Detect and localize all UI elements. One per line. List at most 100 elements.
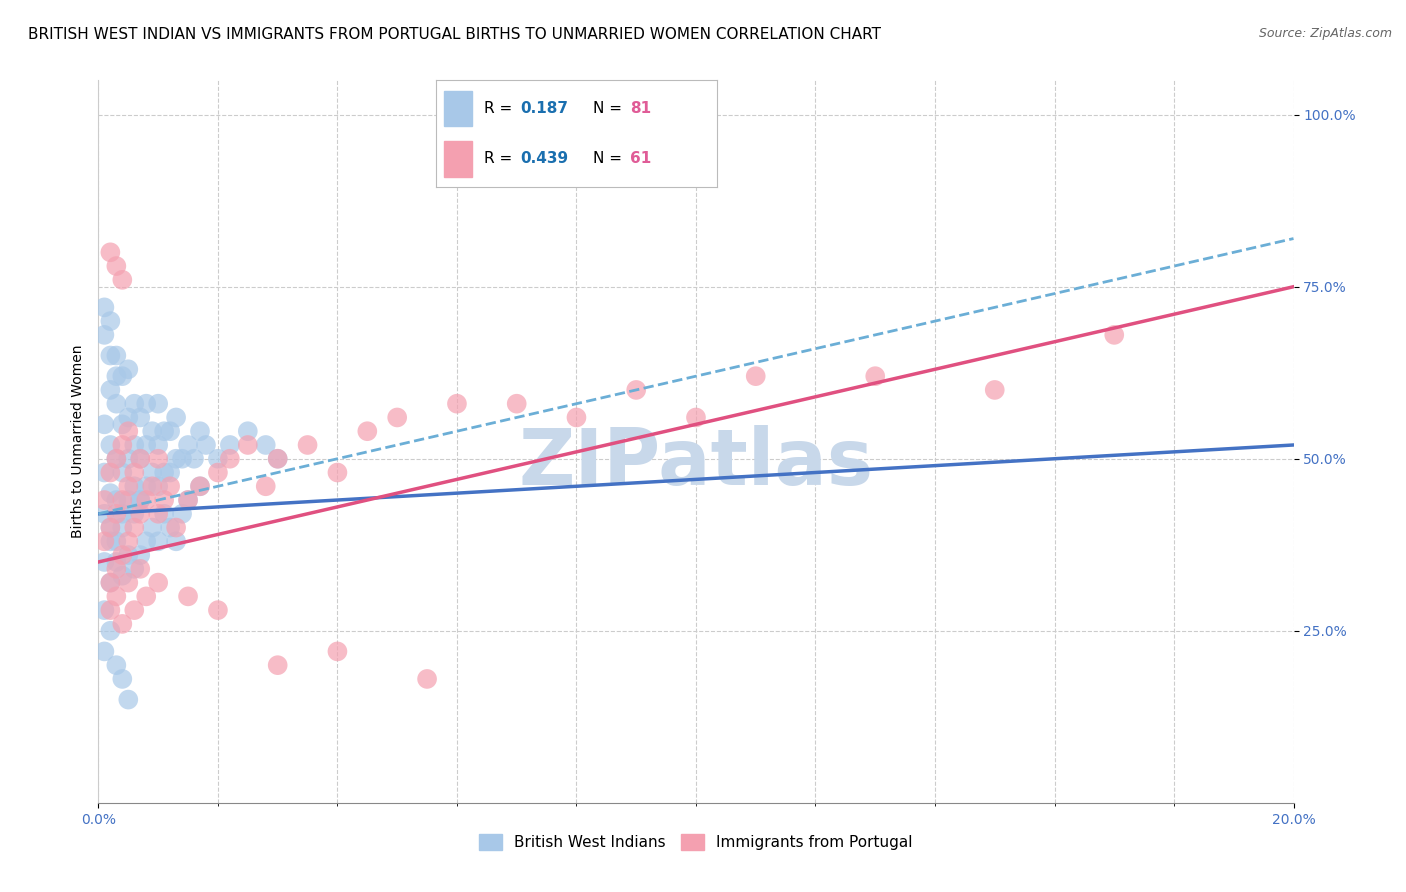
Text: R =: R = bbox=[484, 101, 517, 116]
Point bbox=[267, 451, 290, 466]
Point bbox=[117, 424, 139, 438]
Point bbox=[159, 479, 181, 493]
Point bbox=[177, 493, 200, 508]
Text: 0.439: 0.439 bbox=[520, 152, 568, 167]
Point bbox=[98, 520, 122, 534]
Point bbox=[93, 327, 115, 342]
Point bbox=[135, 590, 157, 604]
Point bbox=[141, 424, 163, 438]
Point bbox=[117, 479, 139, 493]
Point bbox=[148, 479, 170, 493]
Text: 61: 61 bbox=[630, 152, 651, 167]
Point bbox=[865, 369, 887, 384]
Point bbox=[105, 534, 128, 549]
Point bbox=[141, 479, 163, 493]
Text: 81: 81 bbox=[630, 101, 651, 116]
Point bbox=[111, 369, 134, 384]
Point bbox=[177, 493, 200, 508]
Point bbox=[98, 575, 122, 590]
Point bbox=[105, 451, 128, 466]
Point bbox=[98, 520, 122, 534]
Point bbox=[207, 451, 229, 466]
Point bbox=[111, 672, 134, 686]
Point bbox=[105, 259, 128, 273]
Point bbox=[98, 575, 122, 590]
Y-axis label: Births to Unmarried Women: Births to Unmarried Women bbox=[70, 345, 84, 538]
Point bbox=[148, 575, 170, 590]
Point bbox=[254, 479, 277, 493]
Bar bbox=[444, 141, 472, 177]
Point bbox=[267, 451, 290, 466]
Point bbox=[159, 520, 181, 534]
Point bbox=[111, 493, 134, 508]
Point bbox=[159, 466, 181, 480]
Point bbox=[98, 314, 122, 328]
Point bbox=[93, 493, 115, 508]
Point bbox=[98, 349, 122, 363]
Point bbox=[219, 438, 242, 452]
Point bbox=[416, 672, 439, 686]
Point bbox=[165, 451, 187, 466]
Point bbox=[105, 397, 128, 411]
Point bbox=[129, 562, 152, 576]
Point bbox=[105, 555, 128, 569]
Point bbox=[984, 383, 1007, 397]
Point bbox=[117, 692, 139, 706]
Point bbox=[148, 534, 170, 549]
Point bbox=[188, 479, 211, 493]
Point bbox=[129, 493, 152, 508]
Point bbox=[105, 349, 128, 363]
Point bbox=[117, 575, 139, 590]
Point bbox=[105, 658, 128, 673]
Point bbox=[93, 417, 115, 432]
Point bbox=[745, 369, 768, 384]
Point bbox=[165, 520, 187, 534]
Point bbox=[177, 438, 200, 452]
Point bbox=[207, 603, 229, 617]
Point bbox=[129, 451, 152, 466]
Text: BRITISH WEST INDIAN VS IMMIGRANTS FROM PORTUGAL BIRTHS TO UNMARRIED WOMEN CORREL: BRITISH WEST INDIAN VS IMMIGRANTS FROM P… bbox=[28, 27, 882, 42]
Point bbox=[1104, 327, 1126, 342]
Point bbox=[93, 301, 115, 315]
Point bbox=[219, 451, 242, 466]
Point bbox=[172, 507, 194, 521]
Point bbox=[93, 644, 115, 658]
Point bbox=[183, 451, 205, 466]
Point bbox=[117, 548, 139, 562]
Text: Source: ZipAtlas.com: Source: ZipAtlas.com bbox=[1258, 27, 1392, 40]
Point bbox=[111, 273, 134, 287]
Point bbox=[124, 466, 146, 480]
Point bbox=[129, 548, 152, 562]
Point bbox=[148, 451, 170, 466]
Point bbox=[129, 493, 152, 508]
Point bbox=[111, 548, 134, 562]
Point bbox=[111, 466, 134, 480]
Point bbox=[93, 507, 115, 521]
Point bbox=[124, 562, 146, 576]
Point bbox=[105, 562, 128, 576]
Point bbox=[98, 383, 122, 397]
Point bbox=[236, 438, 259, 452]
Point bbox=[93, 534, 115, 549]
Point bbox=[105, 507, 128, 521]
Point bbox=[98, 245, 122, 260]
Point bbox=[207, 466, 229, 480]
Point bbox=[506, 397, 529, 411]
Point bbox=[165, 410, 187, 425]
Point bbox=[111, 438, 134, 452]
Point bbox=[177, 590, 200, 604]
Point bbox=[129, 507, 152, 521]
Point bbox=[153, 493, 176, 508]
Point bbox=[129, 410, 152, 425]
Point bbox=[105, 590, 128, 604]
Point bbox=[117, 493, 139, 508]
Point bbox=[124, 397, 146, 411]
Point bbox=[565, 410, 588, 425]
Point bbox=[98, 603, 122, 617]
Point bbox=[685, 410, 707, 425]
Point bbox=[297, 438, 319, 452]
Point bbox=[141, 466, 163, 480]
Point bbox=[326, 644, 349, 658]
Point bbox=[135, 534, 157, 549]
Point bbox=[148, 397, 170, 411]
